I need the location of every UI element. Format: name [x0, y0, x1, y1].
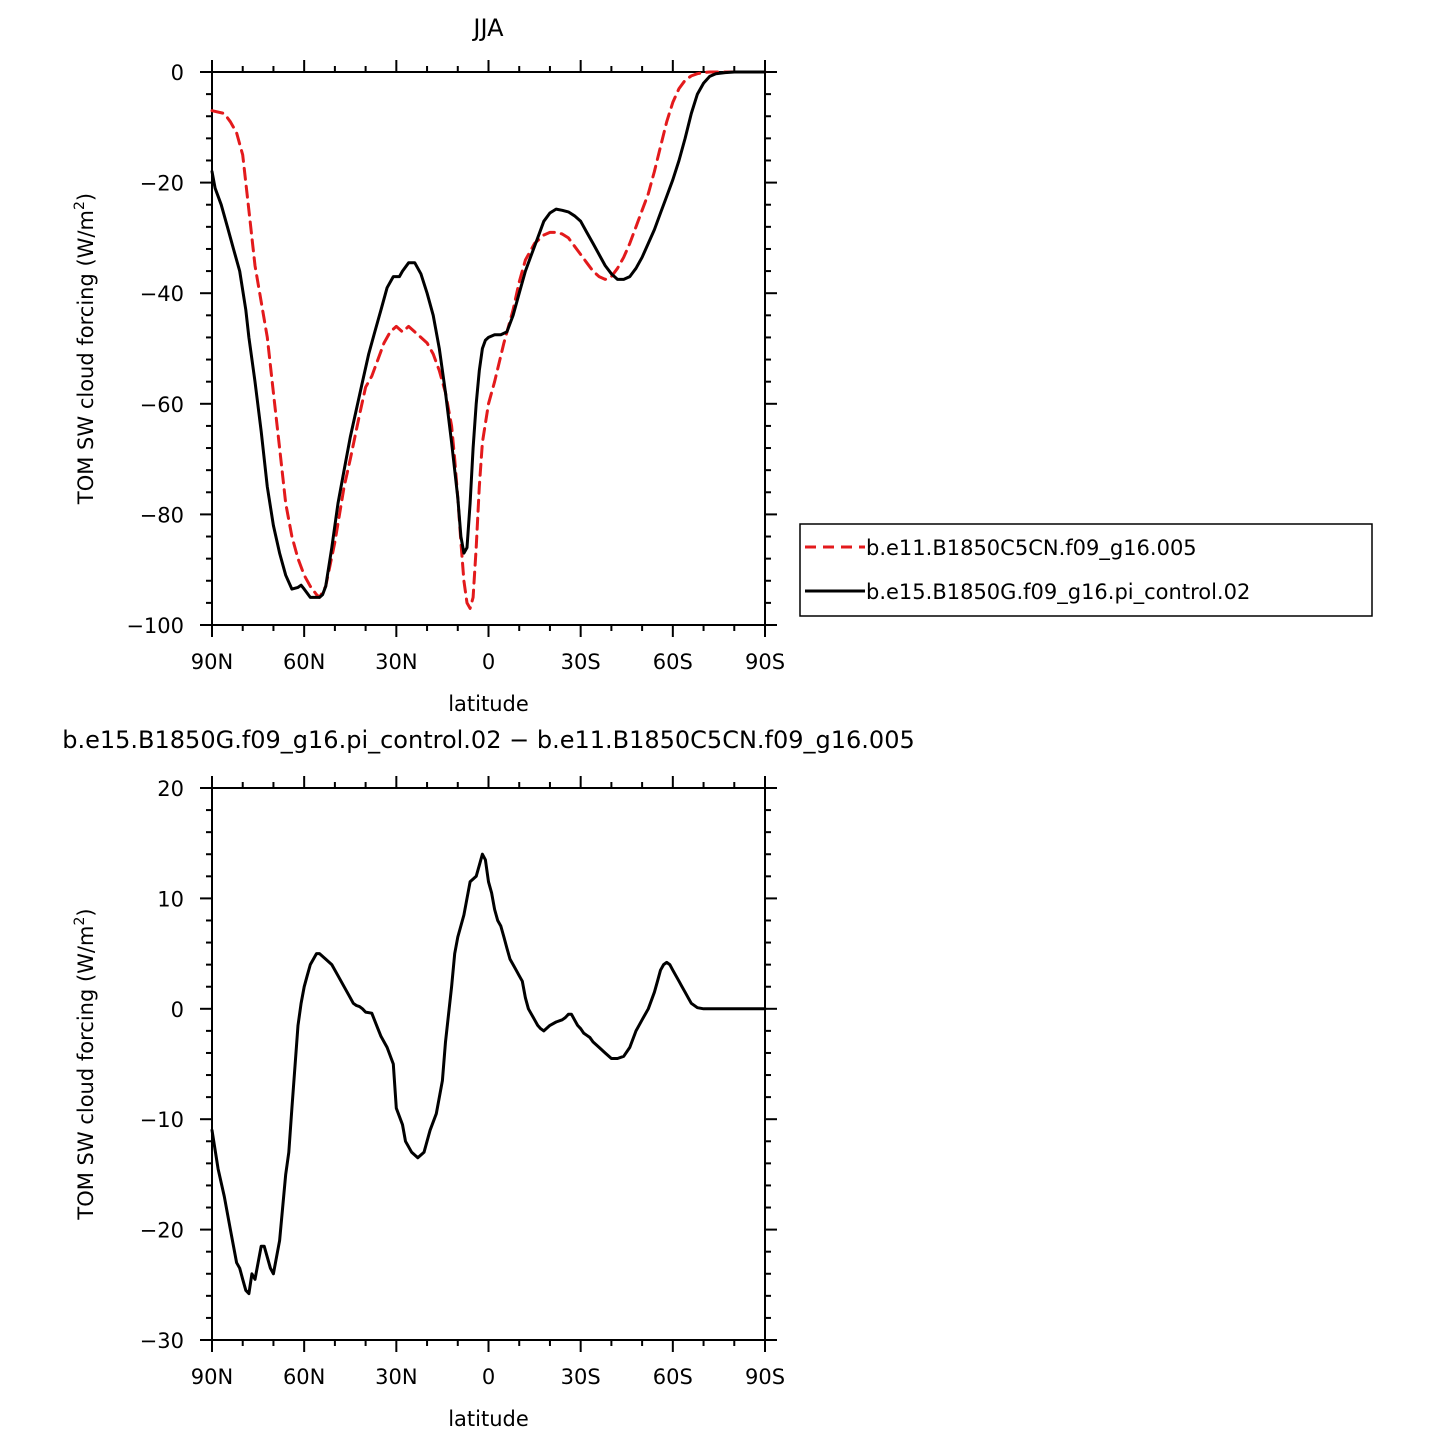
- x-tick-label: 90N: [191, 650, 233, 674]
- y-tick-label: −40: [140, 282, 184, 306]
- x-tick-label: 60N: [283, 1365, 325, 1389]
- x-tick-label: 90S: [745, 650, 785, 674]
- plot-title: b.e15.B1850G.f09_g16.pi_control.02 − b.e…: [62, 726, 915, 754]
- y-axis-label: TOM SW cloud forcing (W/m2): [72, 193, 98, 505]
- x-tick-label: 60S: [653, 1365, 693, 1389]
- y-tick-label: 0: [171, 61, 184, 85]
- y-tick-label: −30: [140, 1329, 184, 1353]
- y-axis-label-superscript: 2: [72, 201, 88, 210]
- y-tick-label: −100: [126, 614, 184, 638]
- y-tick-label: 20: [157, 777, 184, 801]
- x-tick-label: 30N: [375, 1365, 417, 1389]
- series-line: [210, 70, 767, 599]
- x-tick-label: 30S: [561, 650, 601, 674]
- y-tick-label: −20: [140, 172, 184, 196]
- y-tick-label: −20: [140, 1219, 184, 1243]
- x-axis-label: latitude: [448, 692, 529, 716]
- y-tick-label: 0: [171, 998, 184, 1022]
- bottom-panel: b.e15.B1850G.f09_g16.pi_control.02 − b.e…: [62, 726, 915, 1431]
- legend-label: b.e11.B1850C5CN.f09_g16.005: [866, 536, 1197, 561]
- x-tick-label: 30S: [561, 1365, 601, 1389]
- y-tick-label: −60: [140, 393, 184, 417]
- y-axis-label-close: ): [74, 193, 98, 201]
- x-tick-label: 30N: [375, 650, 417, 674]
- y-axis-label-main: TOM SW cloud forcing (W/m: [74, 926, 98, 1221]
- x-tick-label: 0: [482, 1365, 495, 1389]
- x-tick-label: 90S: [745, 1365, 785, 1389]
- x-tick-label: 60N: [283, 650, 325, 674]
- legend-box: [799, 523, 1373, 617]
- series-line: [210, 852, 767, 1296]
- y-tick-label: −10: [140, 1108, 184, 1132]
- y-tick-label: −80: [140, 503, 184, 527]
- x-tick-label: 0: [482, 650, 495, 674]
- y-axis-label-close: ): [74, 908, 98, 916]
- x-axis-label: latitude: [448, 1407, 529, 1431]
- plot-title: JJA: [471, 14, 504, 42]
- y-axis-label-superscript: 2: [72, 917, 88, 926]
- x-tick-label: 90N: [191, 1365, 233, 1389]
- y-tick-label: 10: [157, 887, 184, 911]
- top-panel: JJA 90N 60N 30N 0 30S 60S 90S 0 −20 −40 −60 −80 −100 l…: [72, 14, 785, 716]
- y-axis-label: TOM SW cloud forcing (W/m2): [72, 908, 98, 1220]
- legend: b.e11.B1850C5CN.f09_g16.005 b.e15.B1850G.…: [799, 523, 1373, 617]
- y-axis-label-main: TOM SW cloud forcing (W/m: [74, 210, 98, 505]
- x-tick-label: 60S: [653, 650, 693, 674]
- legend-label: b.e15.B1850G.f09_g16.pi_control.02: [866, 580, 1250, 605]
- series-line-dashed: [210, 70, 767, 610]
